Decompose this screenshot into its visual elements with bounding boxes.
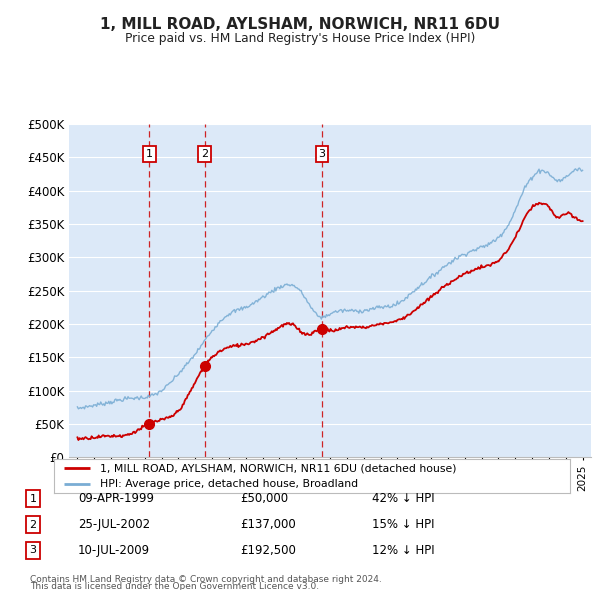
Text: 3: 3	[29, 546, 37, 555]
Text: 1, MILL ROAD, AYLSHAM, NORWICH, NR11 6DU: 1, MILL ROAD, AYLSHAM, NORWICH, NR11 6DU	[100, 17, 500, 31]
Text: 2: 2	[201, 149, 208, 159]
Text: Price paid vs. HM Land Registry's House Price Index (HPI): Price paid vs. HM Land Registry's House …	[125, 32, 475, 45]
Text: £137,000: £137,000	[240, 518, 296, 531]
Text: £50,000: £50,000	[240, 492, 288, 505]
Text: 15% ↓ HPI: 15% ↓ HPI	[372, 518, 434, 531]
Text: 1, MILL ROAD, AYLSHAM, NORWICH, NR11 6DU (detached house): 1, MILL ROAD, AYLSHAM, NORWICH, NR11 6DU…	[100, 463, 457, 473]
Text: HPI: Average price, detached house, Broadland: HPI: Average price, detached house, Broa…	[100, 478, 359, 489]
Text: 42% ↓ HPI: 42% ↓ HPI	[372, 492, 434, 505]
Text: £192,500: £192,500	[240, 544, 296, 557]
Text: 2: 2	[29, 520, 37, 529]
Text: 3: 3	[319, 149, 325, 159]
Text: 25-JUL-2002: 25-JUL-2002	[78, 518, 150, 531]
Text: 12% ↓ HPI: 12% ↓ HPI	[372, 544, 434, 557]
Text: This data is licensed under the Open Government Licence v3.0.: This data is licensed under the Open Gov…	[30, 582, 319, 590]
Text: 09-APR-1999: 09-APR-1999	[78, 492, 154, 505]
Text: 10-JUL-2009: 10-JUL-2009	[78, 544, 150, 557]
Text: 1: 1	[146, 149, 153, 159]
Text: Contains HM Land Registry data © Crown copyright and database right 2024.: Contains HM Land Registry data © Crown c…	[30, 575, 382, 584]
Text: 1: 1	[29, 494, 37, 503]
